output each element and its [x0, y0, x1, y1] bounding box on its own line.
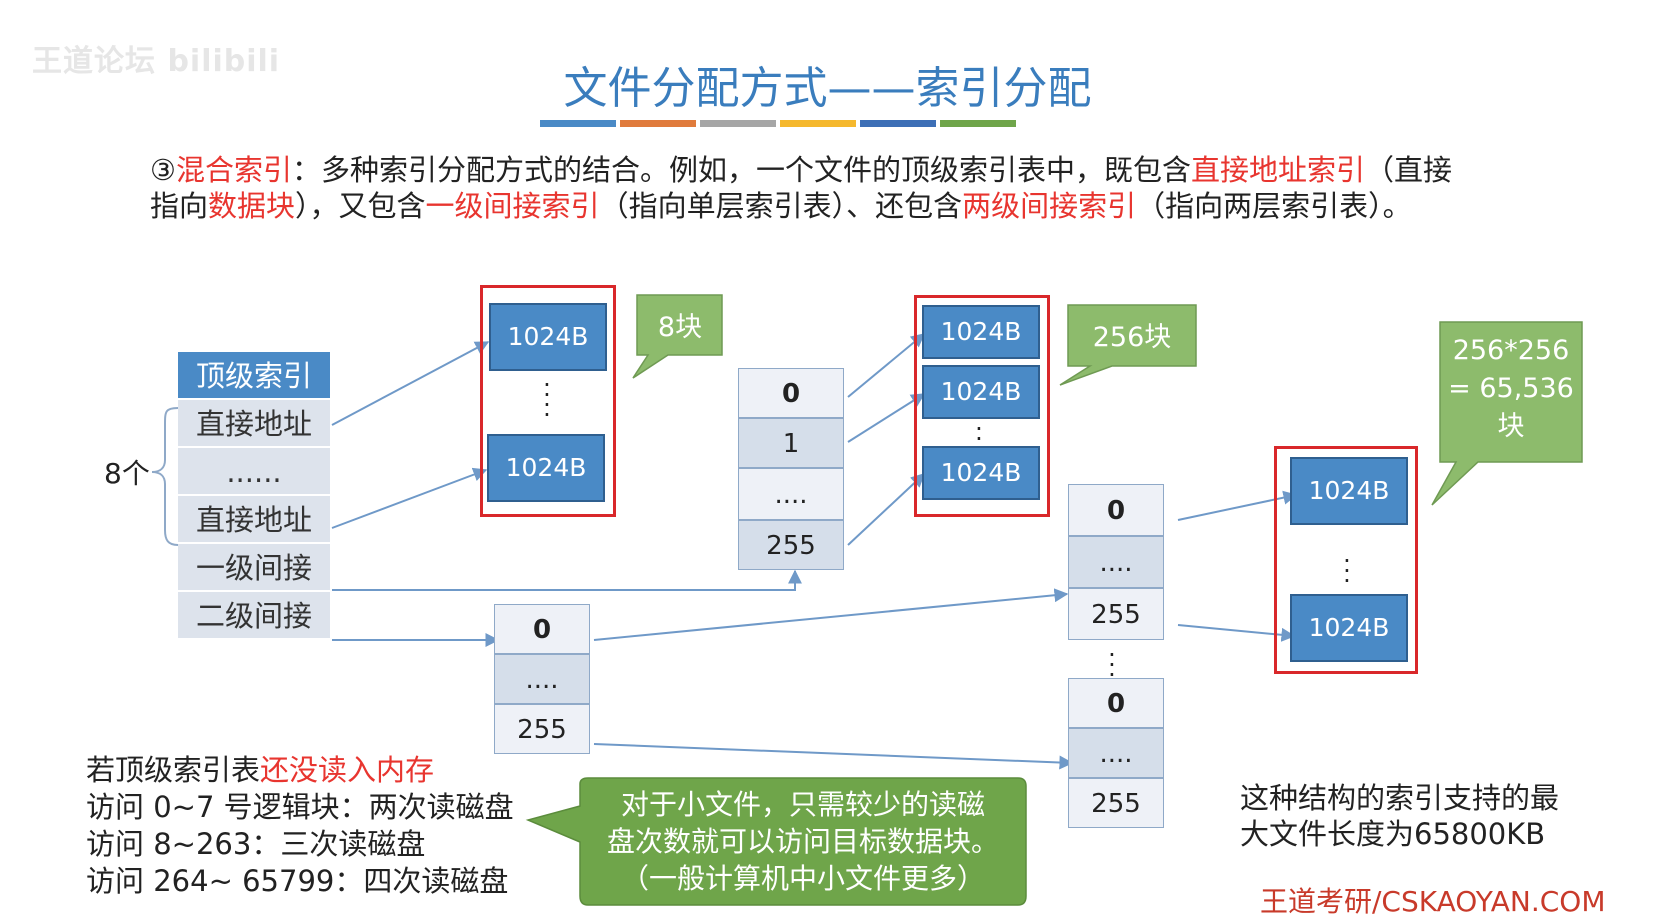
index-entry: 0	[494, 604, 590, 654]
index-entry: 0	[1068, 678, 1164, 728]
arrow-l2top-0	[593, 588, 1069, 641]
callout-8-text: 8块	[657, 312, 703, 343]
callout-256-shape	[1059, 304, 1197, 386]
arrow-direct-first	[331, 341, 490, 426]
index-entry: ....	[494, 654, 590, 704]
eight-entries-label: 8个	[104, 457, 150, 490]
index-entry: 0	[1068, 484, 1164, 536]
brand-footer: 王道考研/CSKAOYAN.COM	[1260, 885, 1606, 918]
stripe-1	[540, 120, 616, 127]
index-entry: 1	[738, 418, 844, 468]
eight-bracket	[151, 407, 179, 546]
vertical-ellipsis: ···	[1108, 641, 1116, 689]
index-entry: 255	[1068, 778, 1164, 828]
term-double-indirect: 两级间接索引	[962, 189, 1137, 223]
term-mixed-index: 混合索引	[176, 153, 293, 187]
stripe-5	[860, 120, 936, 127]
callout-65536-shape	[1431, 321, 1583, 506]
data-block: 1024B	[922, 305, 1040, 359]
index-entry: 255	[738, 520, 844, 570]
double-indirect-index-table: 0 .... 255	[494, 604, 590, 754]
stripe-2	[620, 120, 696, 127]
note-line-1: 若顶级索引表还没读入内存	[86, 753, 435, 787]
direct-blocks-frame	[480, 285, 616, 517]
arrow-l1-255	[847, 473, 926, 546]
top-index-row-ellipsis: ......	[178, 448, 330, 496]
callout-65536-text: 256*256 = 65,536 块	[1448, 335, 1574, 442]
term-direct-index: 直接地址索引	[1191, 153, 1366, 187]
top-index-row-direct-first: 直接地址	[178, 400, 330, 448]
index-entry: 255	[494, 704, 590, 754]
small-file-note: 对于小文件，只需较少的读磁 盘次数就可以访问目标数据块。 （一般计算机中小文件更…	[606, 788, 999, 895]
data-block: 1024B	[489, 303, 607, 371]
callout-256-text: 256块	[1092, 322, 1172, 353]
index-entry: ....	[1068, 536, 1164, 588]
second-level-index-table-last: 0 .... 255	[1068, 678, 1164, 828]
small-file-callout-shape	[525, 777, 1027, 906]
second-level-index-table-first: 0 .... 255	[1068, 484, 1164, 640]
index-entry: 255	[1068, 588, 1164, 640]
vertical-ellipsis: · · · ·	[543, 371, 551, 429]
arrow-l1-1	[847, 393, 926, 443]
arrow-single-indirect	[332, 569, 802, 591]
single-indirect-blocks-frame	[914, 295, 1050, 517]
arrow-l1-0	[847, 333, 926, 398]
note-line-4: 访问 264~ 65799：四次读磁盘	[86, 864, 509, 898]
intro-line-1: ③混合索引：多种索引分配方式的结合。例如，一个文件的顶级索引表中，既包含直接地址…	[150, 153, 1453, 187]
arrow-direct-last	[331, 467, 488, 529]
max-file-length-note: 这种结构的索引支持的最 大文件长度为65800KB	[1240, 781, 1560, 851]
top-index-row-direct-last: 直接地址	[178, 496, 330, 544]
index-entry: ....	[1068, 728, 1164, 778]
slide-title: 文件分配方式——索引分配	[563, 63, 1092, 114]
data-block: 1024B	[1290, 457, 1408, 525]
top-index-header: 顶级索引	[178, 352, 330, 400]
top-index-row-single-indirect: 一级间接	[178, 544, 330, 592]
stripe-4	[780, 120, 856, 127]
vertical-ellipsis: ···	[1343, 547, 1351, 595]
single-indirect-index-table: 0 1 .... 255	[738, 368, 844, 570]
index-entry: ....	[738, 468, 844, 520]
stripe-3	[700, 120, 776, 127]
term-single-indirect: 一级间接索引	[425, 189, 600, 223]
note-line-3: 访问 8~263：三次读磁盘	[86, 827, 426, 861]
top-index-row-double-indirect: 二级间接	[178, 592, 330, 640]
intro-line-2: 指向数据块），又包含一级间接索引（指向单层索引表）、还包含两级间接索引（指向两层…	[150, 189, 1412, 223]
data-block: 1024B	[922, 365, 1040, 419]
note-line-2: 访问 0~7 号逻辑块：两次读磁盘	[86, 790, 514, 824]
data-block: 1024B	[922, 446, 1040, 500]
disk-read-notes: 若顶级索引表还没读入内存 访问 0~7 号逻辑块：两次读磁盘 访问 8~263：…	[86, 752, 514, 900]
intro-paragraph: ③混合索引：多种索引分配方式的结合。例如，一个文件的顶级索引表中，既包含直接地址…	[150, 152, 1570, 224]
watermark: 王道论坛 bilibili	[32, 44, 281, 79]
term-data-block: 数据块	[208, 189, 296, 223]
data-block: 1024B	[487, 434, 605, 502]
top-index-table: 顶级索引 直接地址 ...... 直接地址 一级间接 二级间接	[178, 352, 330, 640]
double-indirect-blocks-frame	[1274, 446, 1418, 674]
arrow-l2top-255	[593, 743, 1074, 770]
stripe-6	[940, 120, 1016, 127]
data-block: 1024B	[1290, 594, 1408, 662]
index-entry: 0	[738, 368, 844, 418]
callout-8-shape	[632, 294, 723, 379]
